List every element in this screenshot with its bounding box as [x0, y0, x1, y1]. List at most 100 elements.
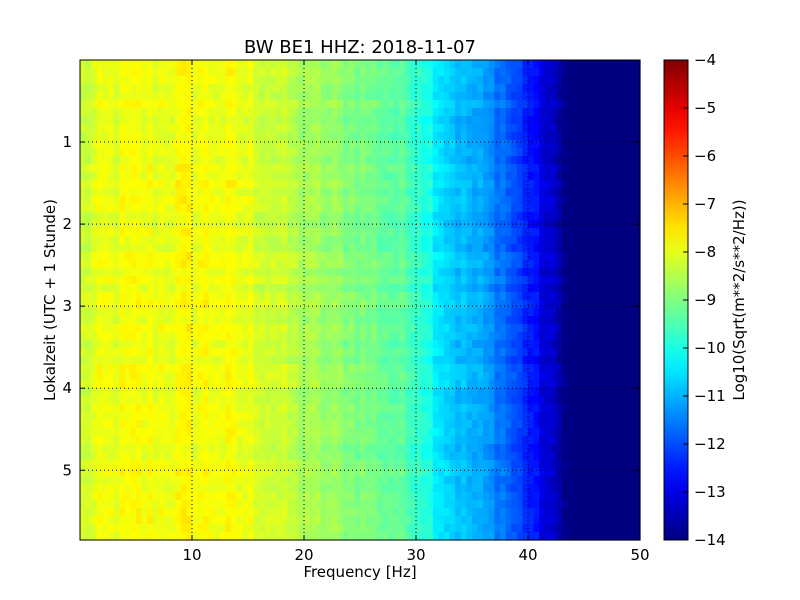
heatmap-cell	[298, 76, 305, 85]
heatmap-cell	[175, 348, 182, 357]
heatmap-cell	[472, 444, 479, 453]
heatmap-cell	[612, 380, 619, 389]
heatmap-cell	[427, 180, 434, 189]
heatmap-cell	[617, 444, 624, 453]
heatmap-cell	[264, 180, 271, 189]
heatmap-cell	[511, 172, 518, 181]
heatmap-cell	[85, 156, 92, 165]
heatmap-cell	[242, 292, 249, 301]
heatmap-cell	[371, 372, 378, 381]
heatmap-cell	[460, 380, 467, 389]
heatmap-cell	[287, 60, 294, 69]
heatmap-cell	[606, 116, 613, 125]
heatmap-cell	[152, 412, 159, 421]
heatmap-cell	[516, 308, 523, 317]
heatmap-cell	[584, 180, 591, 189]
heatmap-cell	[371, 452, 378, 461]
heatmap-cell	[180, 92, 187, 101]
heatmap-cell	[399, 68, 406, 77]
heatmap-cell	[85, 76, 92, 85]
heatmap-cell	[175, 396, 182, 405]
heatmap-cell	[466, 236, 473, 245]
heatmap-cell	[365, 348, 372, 357]
heatmap-cell	[276, 332, 283, 341]
heatmap-cell	[416, 204, 423, 213]
heatmap-cell	[264, 292, 271, 301]
heatmap-cell	[472, 348, 479, 357]
heatmap-cell	[270, 276, 277, 285]
heatmap-cell	[360, 284, 367, 293]
heatmap-cell	[600, 284, 607, 293]
heatmap-cell	[432, 364, 439, 373]
heatmap-cell	[253, 196, 260, 205]
heatmap-cell	[214, 260, 221, 269]
heatmap-cell	[208, 68, 215, 77]
heatmap-cell	[192, 452, 199, 461]
heatmap-cell	[136, 300, 143, 309]
heatmap-cell	[354, 180, 361, 189]
heatmap-cell	[432, 220, 439, 229]
heatmap-cell	[500, 436, 507, 445]
heatmap-cell	[169, 380, 176, 389]
heatmap-cell	[472, 180, 479, 189]
heatmap-cell	[449, 348, 456, 357]
heatmap-cell	[152, 380, 159, 389]
heatmap-cell	[158, 92, 165, 101]
heatmap-cell	[242, 388, 249, 397]
heatmap-cell	[348, 372, 355, 381]
heatmap-cell	[438, 444, 445, 453]
heatmap-cell	[141, 228, 148, 237]
heatmap-cell	[539, 124, 546, 133]
heatmap-cell	[382, 372, 389, 381]
heatmap-cell	[264, 188, 271, 197]
heatmap-cell	[113, 428, 120, 437]
heatmap-cell	[248, 244, 255, 253]
heatmap-cell	[253, 316, 260, 325]
heatmap-cell	[584, 236, 591, 245]
heatmap-cell	[410, 116, 417, 125]
heatmap-cell	[164, 228, 171, 237]
heatmap-cell	[500, 220, 507, 229]
heatmap-cell	[315, 396, 322, 405]
heatmap-cell	[164, 316, 171, 325]
heatmap-cell	[175, 132, 182, 141]
heatmap-cell	[550, 316, 557, 325]
heatmap-cell	[472, 292, 479, 301]
heatmap-cell	[516, 268, 523, 277]
heatmap-cell	[427, 420, 434, 429]
heatmap-cell	[477, 396, 484, 405]
heatmap-cell	[483, 276, 490, 285]
heatmap-cell	[600, 188, 607, 197]
chart-title: BW BE1 HHZ: 2018-11-07	[244, 37, 476, 58]
heatmap-cell	[208, 268, 215, 277]
heatmap-cell	[427, 172, 434, 181]
heatmap-cell	[444, 188, 451, 197]
heatmap-cell	[589, 196, 596, 205]
heatmap-cell	[91, 444, 98, 453]
heatmap-cell	[505, 332, 512, 341]
heatmap-cell	[343, 316, 350, 325]
heatmap-cell	[304, 92, 311, 101]
heatmap-cell	[192, 332, 199, 341]
heatmap-cell	[584, 268, 591, 277]
heatmap-cell	[477, 84, 484, 93]
heatmap-cell	[606, 244, 613, 253]
heatmap-cell	[544, 396, 551, 405]
heatmap-cell	[600, 92, 607, 101]
heatmap-cell	[505, 140, 512, 149]
heatmap-cell	[203, 188, 210, 197]
heatmap-cell	[539, 108, 546, 117]
heatmap-cell	[164, 436, 171, 445]
heatmap-cell	[410, 196, 417, 205]
heatmap-cell	[606, 316, 613, 325]
heatmap-cell	[410, 388, 417, 397]
heatmap-cell	[281, 292, 288, 301]
heatmap-cell	[326, 180, 333, 189]
heatmap-cell	[281, 228, 288, 237]
heatmap-cell	[130, 172, 137, 181]
heatmap-cell	[561, 444, 568, 453]
heatmap-cell	[589, 212, 596, 221]
heatmap-cell	[214, 404, 221, 413]
heatmap-cell	[203, 244, 210, 253]
heatmap-cell	[208, 444, 215, 453]
